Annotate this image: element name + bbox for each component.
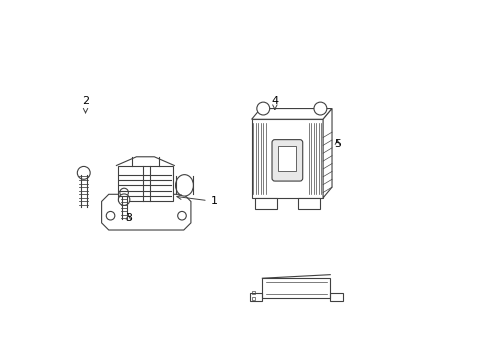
Text: 1: 1 — [177, 195, 217, 206]
FancyBboxPatch shape — [271, 140, 302, 181]
Polygon shape — [118, 166, 173, 202]
Text: 4: 4 — [271, 96, 278, 109]
Polygon shape — [251, 109, 331, 119]
Circle shape — [313, 102, 326, 115]
Polygon shape — [255, 198, 276, 208]
Bar — [251, 292, 254, 294]
Circle shape — [256, 102, 269, 115]
Polygon shape — [298, 198, 319, 208]
Circle shape — [77, 166, 90, 179]
Circle shape — [177, 211, 186, 220]
Polygon shape — [251, 119, 323, 198]
Circle shape — [120, 188, 128, 197]
Polygon shape — [278, 146, 296, 171]
Bar — [262, 278, 329, 298]
Polygon shape — [102, 194, 190, 230]
Bar — [249, 293, 262, 301]
Bar — [329, 293, 342, 301]
Circle shape — [118, 194, 130, 205]
Circle shape — [106, 211, 115, 220]
Polygon shape — [323, 109, 331, 198]
Text: 3: 3 — [124, 212, 132, 222]
Text: 2: 2 — [82, 96, 89, 113]
Bar — [251, 297, 254, 300]
Text: 5: 5 — [333, 139, 340, 149]
Ellipse shape — [175, 175, 193, 196]
